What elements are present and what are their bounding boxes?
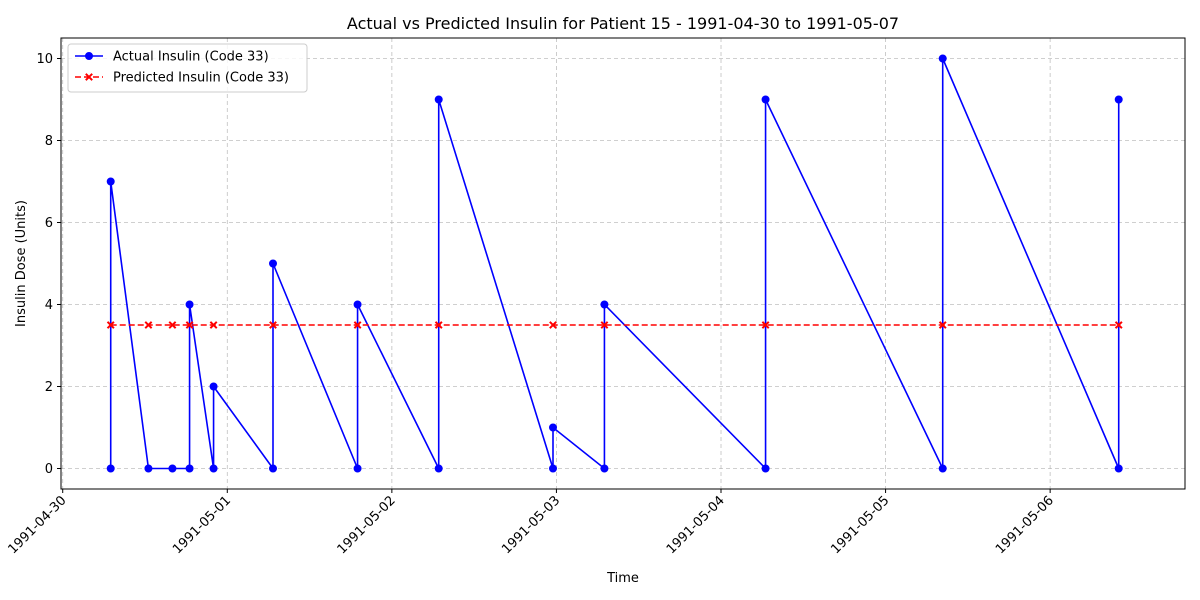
- x-tick-label: 1991-05-04: [664, 493, 728, 557]
- legend-marker: [85, 73, 93, 81]
- data-point: [106, 177, 115, 186]
- y-tick-label: 10: [36, 52, 53, 67]
- data-point: [353, 321, 362, 329]
- data-point: [1114, 95, 1123, 104]
- data-point: [600, 464, 609, 473]
- x-tick-label: 1991-05-02: [335, 493, 399, 557]
- x-tick-label: 1991-04-30: [6, 493, 70, 557]
- data-point: [600, 321, 609, 329]
- data-point: [269, 464, 277, 473]
- data-point: [185, 300, 194, 309]
- data-point: [938, 321, 947, 329]
- grid: [61, 38, 1185, 489]
- data-point: [549, 321, 557, 329]
- data-point: [761, 464, 770, 473]
- series-predicted: [106, 321, 1123, 329]
- series-actual: [106, 54, 1123, 473]
- legend-marker: [85, 52, 93, 60]
- y-tick-label: 0: [45, 462, 53, 477]
- chart-title: Actual vs Predicted Insulin for Patient …: [347, 14, 899, 33]
- data-point: [549, 464, 557, 473]
- data-point: [168, 321, 177, 329]
- data-point: [1114, 321, 1123, 329]
- x-tick-label: 1991-05-05: [828, 493, 892, 557]
- data-point: [209, 382, 218, 391]
- legend-box: [67, 43, 308, 93]
- legend-label: Predicted Insulin (Code 33): [113, 71, 289, 86]
- data-point: [938, 54, 947, 63]
- data-point: [269, 321, 277, 329]
- y-tick-label: 8: [45, 134, 53, 149]
- legend-label: Actual Insulin (Code 33): [113, 50, 269, 65]
- data-point: [549, 423, 557, 432]
- x-axis-label: Time: [606, 571, 639, 586]
- data-point: [106, 464, 115, 473]
- data-point: [185, 464, 194, 473]
- data-point: [761, 95, 770, 104]
- data-point: [144, 321, 153, 329]
- data-point: [1114, 464, 1123, 473]
- data-point: [269, 259, 277, 268]
- data-point: [600, 300, 609, 309]
- x-tick-label: 1991-05-06: [993, 493, 1057, 557]
- series-line: [109, 58, 1120, 471]
- data-point: [144, 464, 153, 473]
- data-point: [761, 321, 770, 329]
- data-point: [168, 464, 177, 473]
- data-point: [434, 95, 443, 104]
- y-axis-label: Insulin Dose (Units): [14, 200, 29, 327]
- data-point: [353, 464, 362, 473]
- x-tick-label: 1991-05-03: [499, 493, 563, 557]
- data-point: [209, 464, 218, 473]
- data-point: [353, 300, 362, 309]
- y-tick-label: 6: [45, 216, 53, 231]
- data-point: [434, 321, 443, 329]
- x-tick-label: 1991-05-01: [170, 493, 234, 557]
- y-tick-label: 4: [45, 298, 53, 313]
- series-layer: [106, 54, 1123, 473]
- plot-frame: [60, 37, 1186, 490]
- data-point: [185, 321, 194, 329]
- legend: Actual Insulin (Code 33) Predicted Insuli…: [67, 43, 308, 93]
- data-point: [106, 321, 115, 329]
- data-point: [434, 464, 443, 473]
- y-tick-label: 2: [45, 380, 53, 395]
- data-point: [209, 321, 218, 329]
- data-point: [938, 464, 947, 473]
